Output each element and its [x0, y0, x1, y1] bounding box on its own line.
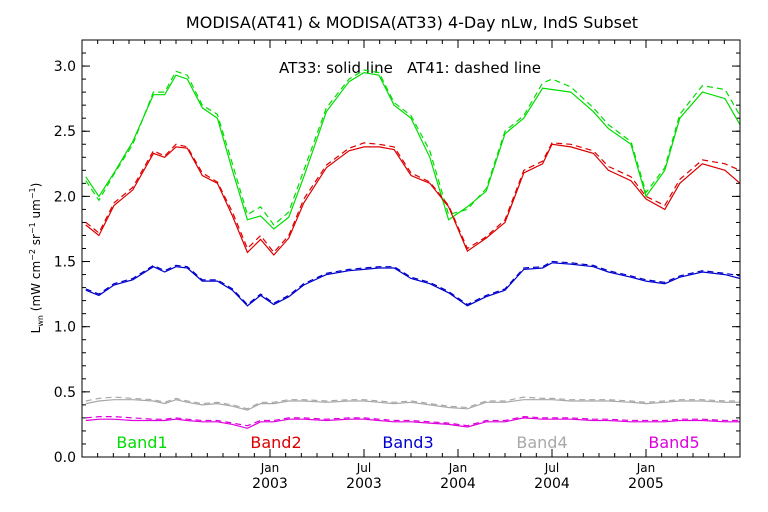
x-tick-year: 2005 [628, 476, 664, 492]
y-tick-label: 1.5 [54, 255, 76, 271]
series-line-at33-band4 [85, 399, 740, 411]
legend-label-band1: Band1 [116, 433, 167, 452]
y-tick-label: 2.5 [54, 124, 76, 140]
x-tick-year: 2003 [252, 476, 288, 492]
series-line-at33-band5 [85, 417, 740, 429]
series-line-at41-band1 [85, 69, 741, 226]
x-tick-month: Jan [448, 461, 468, 475]
x-tick-year: 2004 [534, 476, 570, 492]
series-line-at41-band2 [85, 142, 741, 254]
plot-frame [81, 39, 741, 458]
y-tick-label: 2.0 [54, 189, 76, 205]
legend-annotation: AT33: solid line AT41: dashed line [279, 59, 541, 77]
y-axis-label: Lwn (mW cm−2 sr−1 um−1) [28, 183, 45, 334]
y-tick-label: 0.5 [54, 385, 76, 401]
x-tick-year: 2004 [440, 476, 476, 492]
x-tick-year: 2003 [346, 476, 382, 492]
x-tick-month: Jul [544, 461, 559, 475]
series-line-at33-band3 [85, 262, 741, 307]
series-line-at33-band1 [85, 71, 741, 230]
series-line-at41-band5 [85, 415, 740, 427]
legend-label-band2: Band2 [250, 433, 301, 452]
x-tick-month: Jul [356, 461, 371, 475]
y-tick-label: 3.0 [54, 59, 76, 75]
series-line-at33-band2 [85, 143, 741, 256]
series-line-at41-band3 [85, 260, 741, 306]
legend-label-band5: Band5 [648, 433, 699, 452]
x-tick-month: Jan [260, 461, 280, 475]
chart-title: MODISA(AT41) & MODISA(AT33) 4-Day nLw, I… [186, 13, 638, 32]
x-tick-month: Jan [636, 461, 656, 475]
legend-label-band3: Band3 [382, 433, 433, 452]
legend-label-band4: Band4 [516, 433, 567, 452]
series-line-at41-band4 [85, 396, 740, 410]
y-tick-label: 0.0 [54, 450, 76, 466]
y-tick-label: 1.0 [54, 320, 76, 336]
